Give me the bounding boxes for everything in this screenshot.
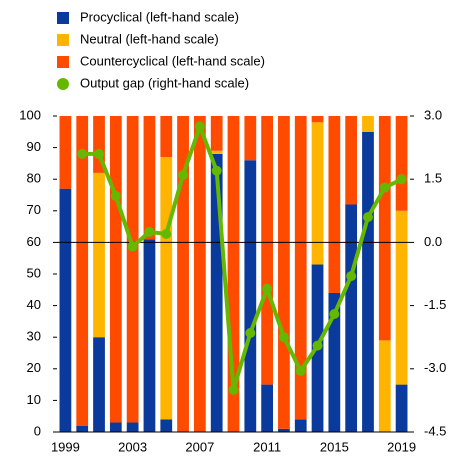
bar-segment [261, 384, 274, 432]
y-tick-label: 60 [27, 234, 41, 249]
line-point [110, 191, 121, 202]
bar-segment [378, 340, 391, 432]
line-point [194, 121, 205, 132]
bar-segment [278, 116, 290, 429]
legend-label: Countercyclical (left-hand scale) [80, 53, 265, 68]
bar-segment [76, 116, 89, 426]
legend-label: Output gap (right-hand scale) [80, 75, 249, 90]
bar-segment [109, 422, 122, 432]
x-tick-label: 2007 [185, 439, 214, 454]
bar-segment [160, 157, 173, 420]
bar-segment [143, 116, 156, 240]
y2-tick-label: 0.0 [424, 234, 442, 249]
bar-segment [378, 116, 391, 341]
bar-segment [59, 116, 72, 189]
bar-segment [193, 116, 206, 432]
bar-segment [76, 425, 89, 432]
y2-tick-label: -3.0 [424, 360, 446, 375]
bar-segment [345, 116, 358, 205]
bar-segment [345, 204, 358, 432]
line-point [312, 340, 323, 351]
line-point [278, 332, 289, 343]
bar-segment [210, 153, 223, 433]
x-tick-label: 2019 [387, 439, 416, 454]
bar-segment [362, 116, 374, 132]
line-point [362, 212, 373, 223]
bar-segment [244, 160, 257, 433]
bar-segment [395, 384, 408, 432]
y-tick-label: 80 [27, 171, 41, 186]
legend-swatch [57, 12, 69, 24]
line-point [228, 384, 239, 395]
bar-segment [93, 116, 105, 173]
line-point [262, 283, 273, 294]
bar-segment [328, 116, 341, 293]
bar-segment [160, 116, 173, 158]
line-point [346, 271, 357, 282]
x-tick-label: 1999 [51, 439, 80, 454]
line-point [295, 365, 306, 376]
y-tick-label: 90 [27, 139, 41, 154]
y2-tick-label: -4.5 [424, 423, 446, 438]
y2-tick-label: 3.0 [424, 107, 442, 122]
y-tick-label: 40 [27, 297, 41, 312]
bar-segment [210, 116, 223, 151]
y-tick-label: 70 [27, 202, 41, 217]
line-point [144, 226, 155, 237]
line-point [178, 169, 189, 180]
x-tick-label: 2015 [320, 439, 349, 454]
line-point [379, 182, 390, 193]
bar-segment [93, 337, 105, 432]
line-point [94, 148, 105, 159]
y-tick-label: 10 [27, 392, 41, 407]
bar-segment [59, 188, 72, 432]
y2-tick-label: -1.5 [424, 297, 446, 312]
bar-segment [126, 422, 139, 432]
y2-tick-label: 1.5 [424, 171, 442, 186]
bar-segment [210, 150, 223, 154]
line-point [211, 165, 222, 176]
y-tick-label: 30 [27, 329, 41, 344]
legend-swatch [57, 56, 69, 68]
bar-segment [93, 172, 105, 338]
y-tick-label: 100 [19, 107, 41, 122]
bar-segment [328, 292, 341, 432]
y-tick-label: 20 [27, 360, 41, 375]
line-point [161, 228, 172, 239]
bar-segment [294, 419, 307, 432]
y-tick-label: 50 [27, 265, 41, 280]
bar-segment [362, 131, 374, 433]
bar-segment [395, 116, 408, 211]
bar-segment [177, 116, 189, 432]
bar-segment [244, 116, 257, 161]
y-tick-label: 0 [34, 423, 41, 438]
line-point [127, 241, 138, 252]
bar-segment [160, 419, 173, 432]
line-point [245, 327, 256, 338]
line-point [329, 309, 340, 320]
bar-segment [311, 116, 324, 123]
bar-segment [311, 122, 324, 265]
bar-segment [294, 116, 307, 420]
line-point [396, 174, 407, 185]
bar-segment [278, 428, 290, 432]
bar-segment [395, 210, 408, 385]
bar-segment [126, 116, 139, 423]
bar-segment [109, 116, 122, 423]
legend-marker [57, 78, 69, 90]
x-tick-label: 2003 [118, 439, 147, 454]
bar-segment [143, 239, 156, 432]
x-tick-label: 2011 [253, 439, 281, 454]
legend-label: Procyclical (left-hand scale) [80, 9, 239, 24]
line-point [77, 148, 88, 159]
legend-label: Neutral (left-hand scale) [80, 31, 219, 46]
bar-segment [227, 116, 240, 432]
legend-swatch [57, 34, 69, 46]
bar-segment [261, 116, 274, 385]
